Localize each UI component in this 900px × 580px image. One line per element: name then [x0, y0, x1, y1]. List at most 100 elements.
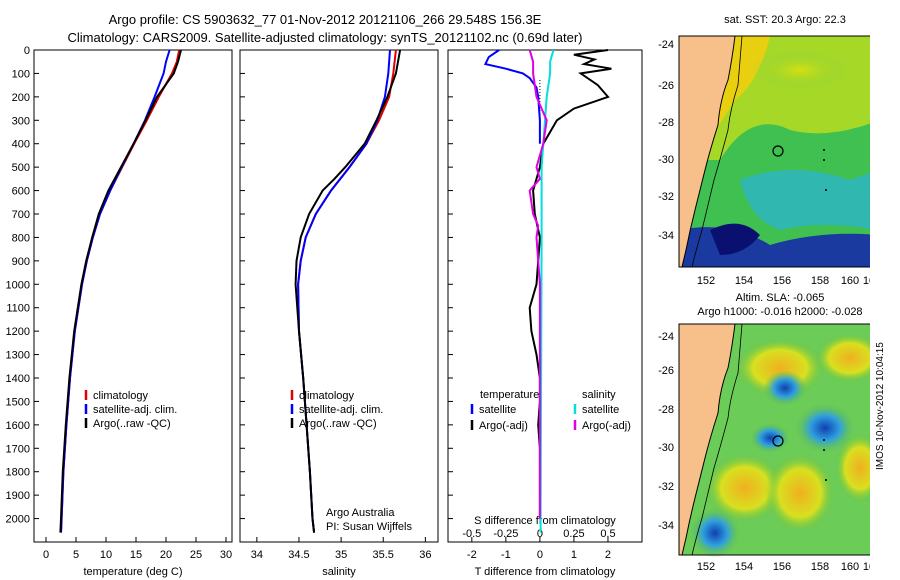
map-top-ytick: -24 — [658, 39, 674, 51]
y-tick-label: 800 — [12, 232, 30, 244]
x-axis-label-salinity: S difference from climatology — [474, 515, 616, 527]
sst-coastline — [681, 35, 736, 268]
map-bottom-xtick: 156 — [773, 561, 791, 573]
x-tick-label: 2 — [605, 549, 611, 561]
x-tick-label: 1 — [571, 549, 577, 561]
y-tick-label: 1700 — [6, 443, 30, 455]
y-tick-label: 1200 — [6, 326, 30, 338]
sst-shelf-contour — [691, 35, 743, 268]
legend-label: Argo(-adj) — [582, 420, 631, 432]
y-tick-label: 1000 — [6, 279, 30, 291]
x-tick-label-salinity: 0.5 — [600, 528, 615, 540]
series-line-argo-raw-qc- — [59, 49, 182, 533]
x-tick-label: 30 — [220, 549, 232, 561]
temperature-x-axis-label: temperature (deg C) — [83, 566, 182, 578]
series-line-temperature-argo-adj- — [528, 49, 612, 519]
x-tick-label-salinity: -0.5 — [462, 528, 481, 540]
x-tick-label: 34.5 — [288, 549, 309, 561]
x-tick-label: 0 — [43, 549, 49, 561]
y-tick-label: 200 — [12, 92, 30, 104]
x-tick-label: 5 — [73, 549, 79, 561]
x-tick-label: -2 — [467, 549, 477, 561]
legend-label: climatology — [299, 390, 355, 402]
sla-float-position — [772, 435, 784, 447]
series-line-temperature-satellite — [483, 49, 541, 144]
y-tick-label: 2000 — [6, 514, 30, 526]
differences-panel: -2 -1 0 1 2 -0.5 -0.25 0 0.25 0.5S difference fro… — [447, 49, 643, 578]
y-tick-label: 900 — [12, 256, 30, 268]
legend-label: Argo(-adj) — [479, 420, 528, 432]
credit-annotation: PI: Susan Wijffels — [326, 521, 412, 533]
map-bottom-ytick: -26 — [658, 365, 674, 377]
legend-label: climatology — [93, 390, 149, 402]
x-tick-label: 35 — [335, 549, 347, 561]
y-tick-label: 100 — [12, 68, 30, 80]
map-top-ytick: -26 — [658, 80, 674, 92]
y-tick-label: 1800 — [6, 467, 30, 479]
temperature-panel: 0 5 10 15 20 25 30 temperature (deg C) 0 100 200 30… — [6, 45, 233, 578]
x-tick-label-salinity: 0.25 — [563, 528, 584, 540]
x-tick-label: 34 — [251, 549, 263, 561]
map-top-xtick: 158 — [811, 275, 829, 287]
map-top-title: sat. SST: 20.3 Argo: 22.3 — [724, 14, 846, 26]
y-tick-label: 400 — [12, 139, 30, 151]
map-top-ytick: -34 — [658, 230, 674, 242]
legend-label: Argo(..raw -QC) — [93, 418, 171, 430]
y-tick-label: 0 — [24, 45, 30, 57]
y-tick-label: 700 — [12, 209, 30, 221]
sst-float-position — [772, 145, 784, 157]
y-tick-label: 1600 — [6, 420, 30, 432]
salinity-frame — [239, 49, 439, 543]
series-line-satellite-adj-clim- — [60, 49, 171, 533]
y-tick-label: 300 — [12, 115, 30, 127]
legend-header-salinity: salinity — [582, 389, 616, 401]
temperature-frame — [33, 49, 233, 543]
title-line-1: Argo profile: CS 5903632_77 01-Nov-2012 … — [108, 12, 542, 27]
map-top-xtick: 152 — [697, 275, 715, 287]
sst-cold-patch — [710, 223, 760, 255]
map-top-xtick: 160 — [841, 275, 859, 287]
sla-map: -24 -26 -28 -30 -32 -34 152 154 156 158 … — [658, 323, 870, 573]
x-tick-label-salinity: -0.25 — [493, 528, 518, 540]
map-bottom-ytick: -34 — [658, 520, 674, 532]
x-tick-label: 25 — [190, 549, 202, 561]
map-bottom-title-1: Altim. SLA: -0.065 — [735, 292, 825, 304]
imos-timestamp: IMOS 10-Nov-2012 10:04:15 — [875, 342, 886, 470]
series-line-salinity-argo-adj- — [528, 49, 548, 519]
map-bottom-xtick: 154 — [735, 561, 753, 573]
x-tick-label: 35.5 — [373, 549, 394, 561]
y-tick-label: 600 — [12, 186, 30, 198]
sst-cool-water — [740, 170, 870, 230]
x-tick-label: 15 — [130, 549, 142, 561]
sla-land — [679, 324, 735, 555]
legend-label: satellite — [479, 404, 516, 416]
y-tick-label: 1400 — [6, 373, 30, 385]
title-line-2: Climatology: CARS2009. Satellite-adjuste… — [67, 30, 583, 45]
map-bottom-xtick: 158 — [811, 561, 829, 573]
y-tick-label: 1300 — [6, 350, 30, 362]
legend-label: Argo(..raw -QC) — [299, 418, 377, 430]
series-line-climatology — [297, 49, 397, 533]
map-bottom-title-2: Argo h1000: -0.016 h2000: -0.028 — [697, 306, 863, 318]
map-bottom-xtick: 152 — [697, 561, 715, 573]
y-tick-label: 1100 — [6, 303, 30, 315]
salinity-panel: 34 34.5 35 35.5 36 salinity climatology satelli… — [239, 49, 439, 578]
legend-label: satellite-adj. clim. — [299, 404, 383, 416]
y-tick-label: 500 — [12, 162, 30, 174]
map-bottom-xtick: 160 — [841, 561, 859, 573]
salinity-x-axis-label: salinity — [322, 566, 356, 578]
map-top-ytick: -28 — [658, 117, 674, 129]
differences-x-axis-label: T difference from climatology — [475, 566, 616, 578]
series-line-climatology — [60, 49, 181, 533]
map-bottom-xtick: 162 — [863, 561, 870, 573]
x-tick-label: 20 — [160, 549, 172, 561]
y-tick-label: 1900 — [6, 490, 30, 502]
y-tick-label: 1500 — [6, 396, 30, 408]
series-line-argo-raw-qc- — [294, 49, 402, 533]
legend-label: satellite-adj. clim. — [93, 404, 177, 416]
x-tick-label-salinity: 0 — [537, 528, 543, 540]
x-tick-label: 0 — [537, 549, 543, 561]
sst-land — [679, 36, 735, 267]
map-top-xtick: 156 — [773, 275, 791, 287]
